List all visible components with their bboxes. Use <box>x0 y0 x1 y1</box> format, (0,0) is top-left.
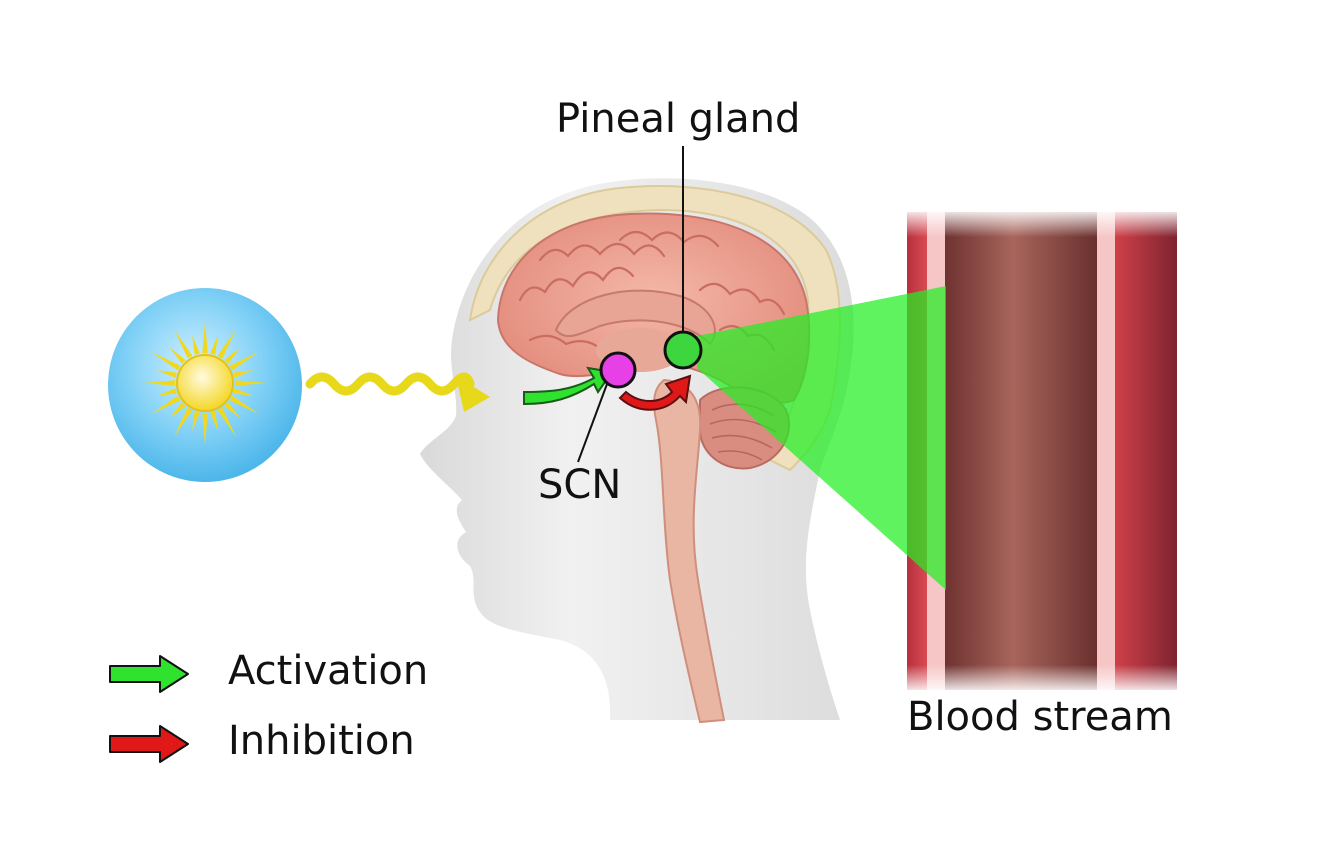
pineal-gland-marker <box>663 330 703 370</box>
scn-pineal-inhibition-arrow <box>618 374 692 411</box>
sun-ray <box>233 370 254 378</box>
legend-inhibition-icon <box>109 725 189 763</box>
blood-stream-label: Blood stream <box>907 694 1173 740</box>
sun-ray <box>217 329 236 359</box>
sun-ray <box>224 347 241 364</box>
sun-ray <box>202 321 208 354</box>
melatonin-beam <box>697 286 946 590</box>
sun-ray <box>202 412 208 445</box>
sun-ray <box>169 402 186 419</box>
sun-ray <box>192 334 200 355</box>
scn-leader-line <box>577 383 608 463</box>
sun-ray <box>156 370 177 378</box>
sun-ray <box>229 352 259 371</box>
blood-vessel <box>900 208 1184 694</box>
pineal-gland-label: Pineal gland <box>556 96 801 142</box>
sun-icon <box>108 288 302 482</box>
sun-ray <box>224 402 241 419</box>
legend-activation-icon <box>109 655 189 693</box>
sun-ray <box>174 407 193 437</box>
sun-ray <box>192 411 200 432</box>
sun-ray <box>174 329 193 359</box>
scn-marker <box>599 351 637 389</box>
sun-ray <box>151 395 181 414</box>
spinal-cord <box>653 378 726 724</box>
legend-inhibition-label: Inhibition <box>228 718 415 764</box>
legend-activation-label: Activation <box>228 648 429 694</box>
scn-label: SCN <box>538 462 622 508</box>
wavy-arrow-icon <box>305 372 490 412</box>
sun-ray <box>156 388 177 396</box>
sun-ray <box>233 388 254 396</box>
sun-ray <box>143 380 176 386</box>
sun-ray <box>210 411 218 432</box>
sun-ray <box>229 395 259 414</box>
sun-ray <box>210 334 218 355</box>
sun-rays <box>143 321 267 445</box>
sun-ray <box>234 380 267 386</box>
sun-ray <box>217 407 236 437</box>
sun-ray <box>151 352 181 371</box>
sun-ray <box>169 347 186 364</box>
